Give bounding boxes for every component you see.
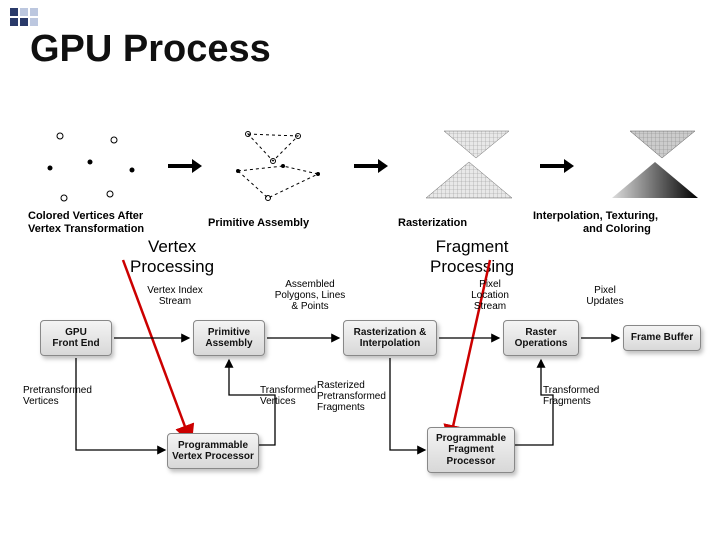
box-rasterization: Rasterization &Interpolation <box>343 320 437 356</box>
box-programmable-vertex: ProgrammableVertex Processor <box>167 433 259 469</box>
stage-vertices <box>42 126 142 206</box>
lbl-pretransformed-vertices: PretransformedVertices <box>23 385 108 407</box>
stage-arrow-2 <box>354 159 388 173</box>
fragment-processing-label: Fragment Processing <box>430 237 514 276</box>
stage2-label: Primitive Assembly <box>208 217 309 229</box>
flow-diagram: Vertex IndexStream AssembledPolygons, Li… <box>25 285 705 510</box>
stream-vertex-index: Vertex IndexStream <box>140 285 210 307</box>
box-frame-buffer: Frame Buffer <box>623 325 701 351</box>
stream-pixel-upd: PixelUpdates <box>580 285 630 307</box>
box-gpu-front-end: GPUFront End <box>40 320 112 356</box>
stage-arrow-3 <box>540 159 574 173</box>
stage-rasterization <box>414 126 514 206</box>
box-programmable-fragment: ProgrammableFragmentProcessor <box>427 427 515 473</box>
stream-assembled: AssembledPolygons, Lines& Points <box>265 279 355 312</box>
vertex-processing-label: Vertex Processing <box>130 237 214 276</box>
box-primitive-assembly: PrimitiveAssembly <box>193 320 265 356</box>
page-title: GPU Process <box>30 28 271 71</box>
lbl-rasterized-pretrans-frag: RasterizedPretransformedFragments <box>317 380 402 413</box>
stage4-label-a: Interpolation, Texturing, <box>533 210 658 222</box>
corner-decoration <box>10 8 38 26</box>
stage3-label: Rasterization <box>398 217 467 229</box>
box-raster-ops: RasterOperations <box>503 320 579 356</box>
stage-arrow-1 <box>168 159 202 173</box>
lbl-transformed-fragments: TransformedFragments <box>543 385 618 407</box>
stage1-label-b: Vertex Transformation <box>28 223 144 235</box>
stage-primitive-assembly <box>228 126 328 206</box>
stream-pixel-loc: PixelLocationStream <box>465 279 515 312</box>
pipeline-row <box>42 118 700 213</box>
stage4-label-b: and Coloring <box>583 223 651 235</box>
stage-shading <box>600 126 700 206</box>
stage1-label-a: Colored Vertices After <box>28 210 143 222</box>
